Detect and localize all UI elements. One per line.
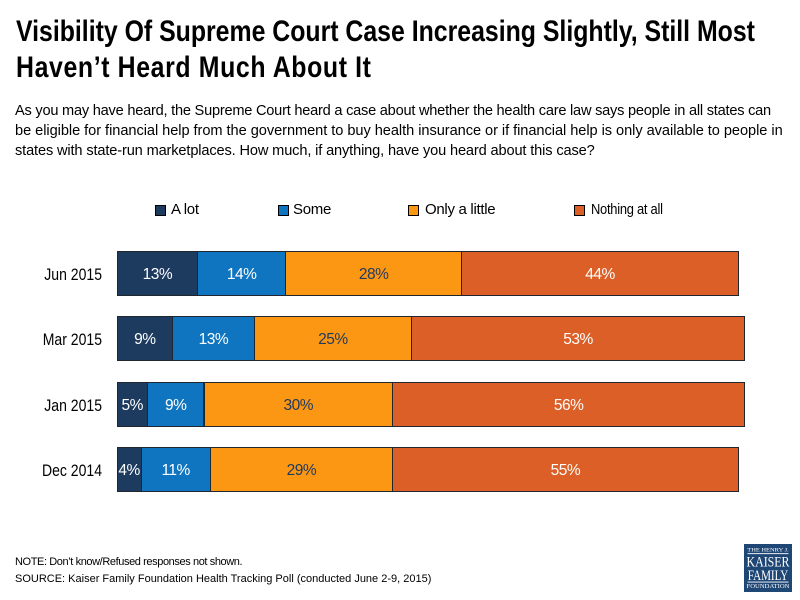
- svg-text:FAMILY: FAMILY: [748, 568, 789, 584]
- svg-text:THE HENRY J.: THE HENRY J.: [747, 548, 789, 554]
- svg-text:KAISER: KAISER: [747, 555, 790, 571]
- svg-text:FOUNDATION: FOUNDATION: [747, 583, 790, 590]
